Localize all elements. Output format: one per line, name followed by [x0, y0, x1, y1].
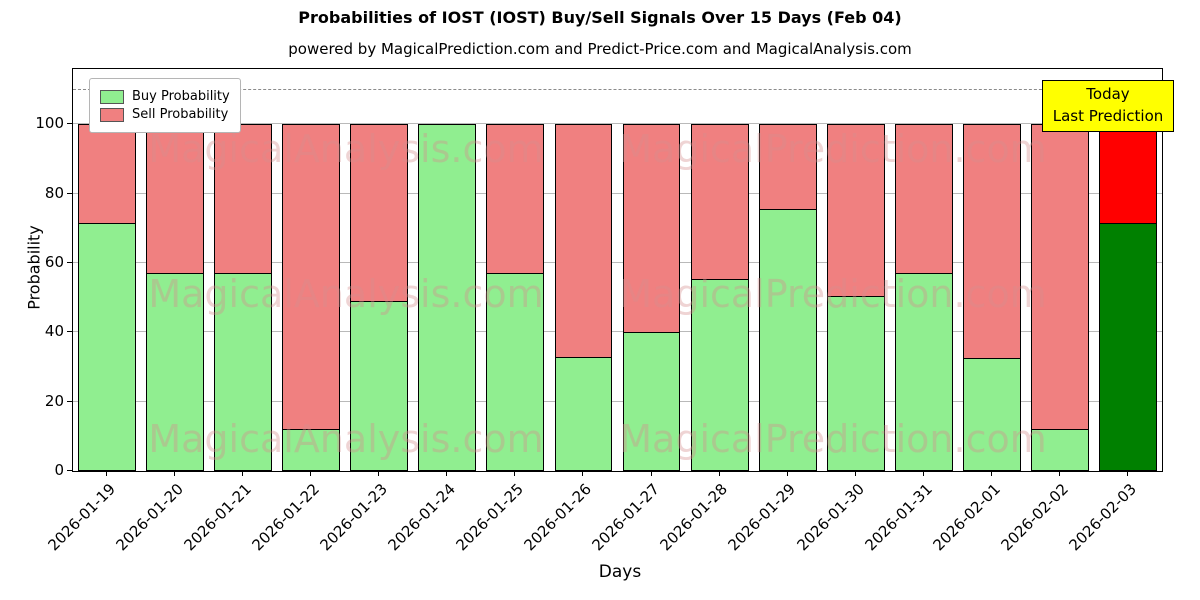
x-tick-mark: [446, 471, 448, 476]
bar-sell-segment: [1099, 124, 1157, 225]
today-annotation-line1: Today: [1086, 85, 1130, 103]
x-tick-label: 2026-02-03: [1065, 480, 1140, 555]
today-annotation: Today Last Prediction: [1042, 80, 1174, 132]
y-tick-label: 80: [44, 183, 64, 202]
bar-sell-segment: [962, 124, 1021, 360]
y-tick-label: 60: [44, 253, 64, 272]
x-tick-mark: [582, 471, 584, 476]
bar-sell-segment: [486, 124, 545, 275]
plot-area: Buy Probability Sell Probability Magical…: [72, 68, 1163, 472]
y-tick-mark: [67, 262, 72, 264]
x-tick-label: 2026-01-26: [520, 480, 596, 555]
y-tick-label: 20: [44, 391, 64, 410]
x-tick-mark: [1126, 471, 1128, 476]
x-tick-mark: [786, 471, 788, 476]
bar-buy-segment: [690, 278, 749, 471]
x-tick-label: 2026-01-19: [44, 480, 119, 555]
y-tick-mark: [67, 192, 72, 194]
x-tick-label: 2026-01-24: [384, 480, 460, 555]
x-tick-mark: [990, 471, 992, 476]
x-tick-mark: [378, 471, 380, 476]
x-tick-mark: [854, 471, 856, 476]
bar-buy-segment: [282, 429, 341, 471]
gridline: [73, 400, 1162, 402]
bar-buy-segment: [826, 296, 885, 471]
legend: Buy Probability Sell Probability: [89, 78, 241, 133]
bar-buy-segment: [486, 273, 545, 471]
x-tick-label: 2026-01-20: [112, 480, 187, 555]
bar-buy-segment: [554, 356, 613, 471]
buy-color-swatch: [100, 89, 124, 104]
y-tick-mark: [67, 470, 72, 471]
bar-sell-segment: [690, 124, 749, 280]
watermark-analysis: MagicalAnalysis.com: [148, 417, 544, 461]
bar-buy-segment: [1099, 223, 1157, 471]
today-annotation-line2: Last Prediction: [1052, 106, 1164, 125]
x-tick-mark: [106, 471, 108, 476]
dashed-threshold-line: [73, 88, 1162, 90]
x-tick-label: 2026-01-31: [861, 480, 936, 555]
x-tick-label: 2026-01-28: [656, 480, 732, 555]
gridline: [73, 262, 1162, 264]
bar-sell-segment: [894, 124, 953, 275]
x-tick-label: 2026-01-25: [452, 480, 528, 555]
chart-title: Probabilities of IOST (IOST) Buy/Sell Si…: [298, 8, 902, 27]
bar-buy-segment: [350, 301, 409, 471]
legend-item-buy: Buy Probability: [100, 89, 230, 104]
watermark-analysis: MagicalAnalysis.com: [148, 127, 544, 171]
y-tick-label: 0: [54, 461, 64, 479]
x-tick-mark: [174, 471, 176, 476]
bar-buy-segment: [962, 358, 1021, 471]
x-tick-label: 2026-01-21: [180, 480, 255, 555]
sell-color-swatch: [100, 107, 124, 122]
y-tick-mark: [67, 331, 72, 333]
bar-buy-segment: [1030, 429, 1089, 471]
y-tick-label: 40: [44, 322, 64, 341]
watermark-analysis: MagicalAnalysis.com: [148, 272, 544, 316]
bar-buy-segment: [146, 273, 204, 471]
bar-buy-segment: [214, 273, 273, 471]
bar-buy-segment: [78, 223, 136, 471]
bar-sell-segment: [282, 124, 341, 431]
x-tick-label: 2026-01-29: [725, 480, 800, 555]
x-tick-label: 2026-01-30: [793, 480, 868, 555]
bar-sell-segment: [78, 124, 136, 225]
bar-buy-segment: [622, 332, 681, 471]
bar-sell-segment: [826, 124, 885, 297]
bar-buy-segment: [894, 273, 953, 471]
legend-item-sell: Sell Probability: [100, 107, 230, 122]
y-tick-label: 100: [35, 114, 64, 133]
bar-sell-segment: [214, 124, 273, 275]
gridline: [73, 331, 1162, 333]
bar-sell-segment: [758, 124, 817, 211]
x-tick-mark: [1058, 471, 1060, 476]
x-tick-mark: [922, 471, 924, 476]
x-tick-label: 2026-01-22: [248, 480, 323, 555]
bar-sell-segment: [146, 124, 204, 275]
x-tick-label: 2026-02-02: [997, 480, 1072, 555]
x-tick-mark: [514, 471, 516, 476]
gridline: [73, 123, 1162, 125]
chart-subtitle: powered by MagicalPrediction.com and Pre…: [288, 40, 912, 58]
legend-sell-label: Sell Probability: [132, 107, 229, 122]
x-tick-label: 2026-01-27: [588, 480, 664, 555]
bar-buy-segment: [418, 124, 477, 471]
y-tick-mark: [67, 123, 72, 125]
x-tick-mark: [242, 471, 244, 476]
x-axis-label: Days: [598, 562, 642, 582]
x-tick-mark: [718, 471, 720, 476]
bar-sell-segment: [622, 124, 681, 334]
x-tick-label: 2026-01-23: [316, 480, 392, 555]
bar-buy-segment: [758, 209, 817, 471]
bar-sell-segment: [554, 124, 613, 358]
legend-buy-label: Buy Probability: [132, 89, 230, 104]
x-tick-mark: [310, 471, 312, 476]
bar-sell-segment: [350, 124, 409, 303]
bar-sell-segment: [1030, 124, 1089, 431]
x-tick-mark: [650, 471, 652, 476]
y-tick-mark: [67, 400, 72, 402]
gridline: [73, 192, 1162, 194]
x-tick-label: 2026-02-01: [929, 480, 1004, 555]
